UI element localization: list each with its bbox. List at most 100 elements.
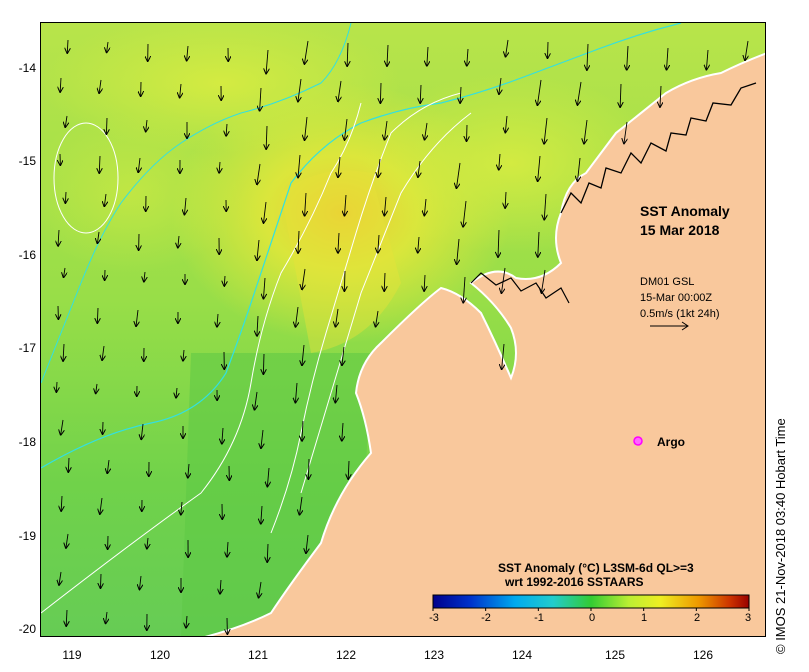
wind-arrow <box>176 387 177 398</box>
land-australia <box>204 52 765 636</box>
lon-label: 122 <box>335 648 357 662</box>
wind-arrow <box>538 231 539 257</box>
white-contour-3 <box>300 112 472 494</box>
warm-anomaly-region-west <box>41 113 241 273</box>
lat-label: -19 <box>18 529 36 543</box>
colorbar-tick-label: -2 <box>481 612 491 624</box>
wind-arrow <box>308 458 309 479</box>
wind-arrow <box>260 87 261 111</box>
wind-arrow <box>222 427 223 444</box>
lon-label: 125 <box>604 648 626 662</box>
lon-label: 121 <box>247 648 269 662</box>
coastline-detail <box>560 82 757 214</box>
wind-arrow <box>99 155 100 173</box>
white-contour-2 <box>270 92 462 534</box>
wind-arrow <box>255 391 257 410</box>
wind-arrow <box>384 272 385 291</box>
wind-arrow <box>100 573 101 588</box>
wind-arrow <box>660 85 661 107</box>
wind-arrow <box>506 39 508 57</box>
wind-arrow <box>577 81 582 105</box>
wind-arrow <box>59 571 61 585</box>
colorbar-tick-label: 1 <box>640 612 648 624</box>
wind-arrow <box>537 79 542 105</box>
wind-arrow <box>463 200 466 227</box>
lat-label: -16 <box>18 248 36 262</box>
wind-arrow <box>425 122 427 140</box>
cyan-contour-west <box>41 23 352 384</box>
wind-arrow <box>305 116 307 140</box>
wind-arrow <box>298 230 299 253</box>
lat-label: -14 <box>18 61 36 75</box>
colorbar-tick-label: 2 <box>693 612 701 624</box>
wind-arrow <box>544 117 547 144</box>
wind-arrow <box>300 496 302 515</box>
wind-arrow <box>298 154 300 177</box>
wind-arrow <box>97 307 98 323</box>
wind-arrow <box>745 40 748 60</box>
wind-arrow <box>267 543 268 562</box>
wind-arrow <box>505 191 506 208</box>
wind-arrow <box>499 153 500 170</box>
wind-arrow <box>141 423 143 439</box>
wind-arrow <box>178 235 179 248</box>
wind-arrow <box>378 234 379 253</box>
wind-arrow <box>344 194 346 216</box>
wind-arrow <box>624 121 627 143</box>
wind-arrow <box>180 83 181 97</box>
legend-subtitle: wrt 1992-2016 SSTAARS <box>505 575 644 589</box>
wind-arrow <box>502 343 504 369</box>
wind-arrow <box>627 45 628 70</box>
wind-arrow <box>263 201 266 223</box>
wind-arrow <box>295 382 297 402</box>
wind-arrow <box>136 309 138 326</box>
wind-arrow <box>587 43 588 70</box>
wind-arrow <box>184 197 186 214</box>
legend-title: SST Anomaly (°C) L3SM-6d QL>=3 <box>498 561 694 575</box>
wind-arrow <box>224 275 225 286</box>
wind-arrow <box>427 46 428 66</box>
wind-arrow <box>378 158 380 177</box>
wind-time-label: 15-Mar 00:00Z <box>640 292 713 304</box>
map-title-line1: SST Anomaly <box>640 203 730 219</box>
wind-arrow <box>706 49 708 69</box>
wind-arrow <box>263 277 265 299</box>
wind-arrow <box>302 420 303 441</box>
wind-arrow <box>348 460 349 479</box>
wind-arrow <box>306 534 308 553</box>
wind-arrow <box>257 315 258 336</box>
wind-arrow <box>65 115 67 127</box>
wind-arrow <box>335 384 337 402</box>
wind-arrow <box>60 77 61 92</box>
wind-arrow <box>384 120 387 140</box>
wind-arrow <box>418 236 419 253</box>
wind-arrow <box>266 125 267 149</box>
white-contour-eddy <box>53 122 119 234</box>
wind-arrow <box>344 270 345 291</box>
wind-scale-arrow-icon <box>650 321 689 331</box>
colorbar-tick-label: -3 <box>429 612 439 624</box>
wind-arrow <box>501 267 506 293</box>
wind-arrow <box>257 239 259 260</box>
wind-arrow <box>380 82 381 103</box>
argo-label: Argo <box>657 435 685 449</box>
credit-text: © IMOS 21-Nov-2018 03:40 Hobart Time <box>773 418 788 654</box>
wind-arrow <box>261 505 262 524</box>
bay-coastline <box>470 272 570 304</box>
map-panel[interactable] <box>40 22 766 637</box>
wind-arrow <box>347 42 348 66</box>
argo-float-marker <box>633 436 643 446</box>
wind-arrow <box>107 459 109 473</box>
wind-arrow <box>66 533 68 548</box>
wind-arrow <box>376 310 378 327</box>
wind-arrow <box>302 268 305 289</box>
wind-arrow <box>58 229 59 246</box>
wind-arrow <box>499 77 501 94</box>
white-contour-1 <box>41 102 362 614</box>
wind-arrow <box>304 40 309 64</box>
lat-label: -18 <box>18 435 36 449</box>
wind-vector-field <box>56 39 748 634</box>
wind-arrow <box>295 306 298 327</box>
wind-arrow <box>338 156 340 177</box>
wind-arrow <box>106 117 107 134</box>
